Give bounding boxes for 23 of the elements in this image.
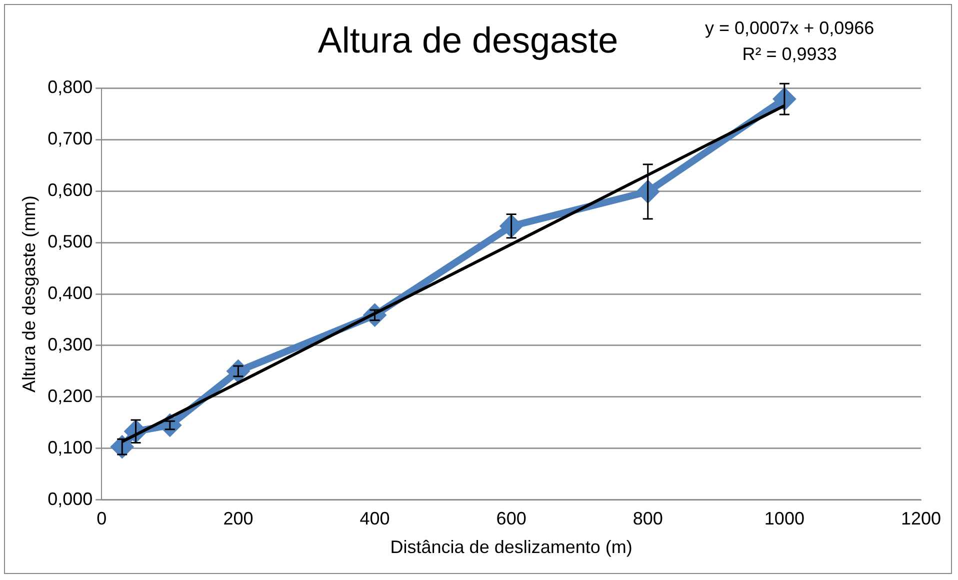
y-axis-title: Altura de desgaste (mm): [18, 195, 39, 393]
y-tick-label: 0,500: [48, 232, 93, 252]
y-tick-label: 0,600: [48, 180, 93, 200]
x-tick-label: 800: [632, 508, 663, 529]
y-tick-label: 0,300: [48, 334, 93, 354]
text: R² = 0,9933: [741, 43, 838, 66]
y-tick-label: 0,700: [48, 128, 93, 149]
y-tick-label: 0,000: [48, 488, 93, 509]
x-tick-label: 400: [360, 508, 390, 529]
point: [228, 360, 249, 382]
chart-title: Altura de desgaste: [318, 20, 618, 61]
x-tick-label: 1200: [900, 508, 942, 529]
y-tick-label: 0,200: [48, 386, 93, 406]
x-tick-label: 600: [496, 508, 526, 529]
y-tick-label: 0,400: [48, 282, 93, 303]
x-tick-label: 200: [223, 508, 254, 529]
x-axis-title: Distância de deslizamento (m): [390, 537, 632, 558]
x-tick-label: 0: [96, 508, 107, 529]
text: y = 0,0007x + 0,0966: [705, 17, 874, 40]
y-tick-label: 0,800: [48, 77, 93, 98]
y-tick-label: 0,100: [48, 437, 93, 458]
point: [112, 436, 133, 458]
x-tick-label: 1000: [764, 508, 804, 529]
